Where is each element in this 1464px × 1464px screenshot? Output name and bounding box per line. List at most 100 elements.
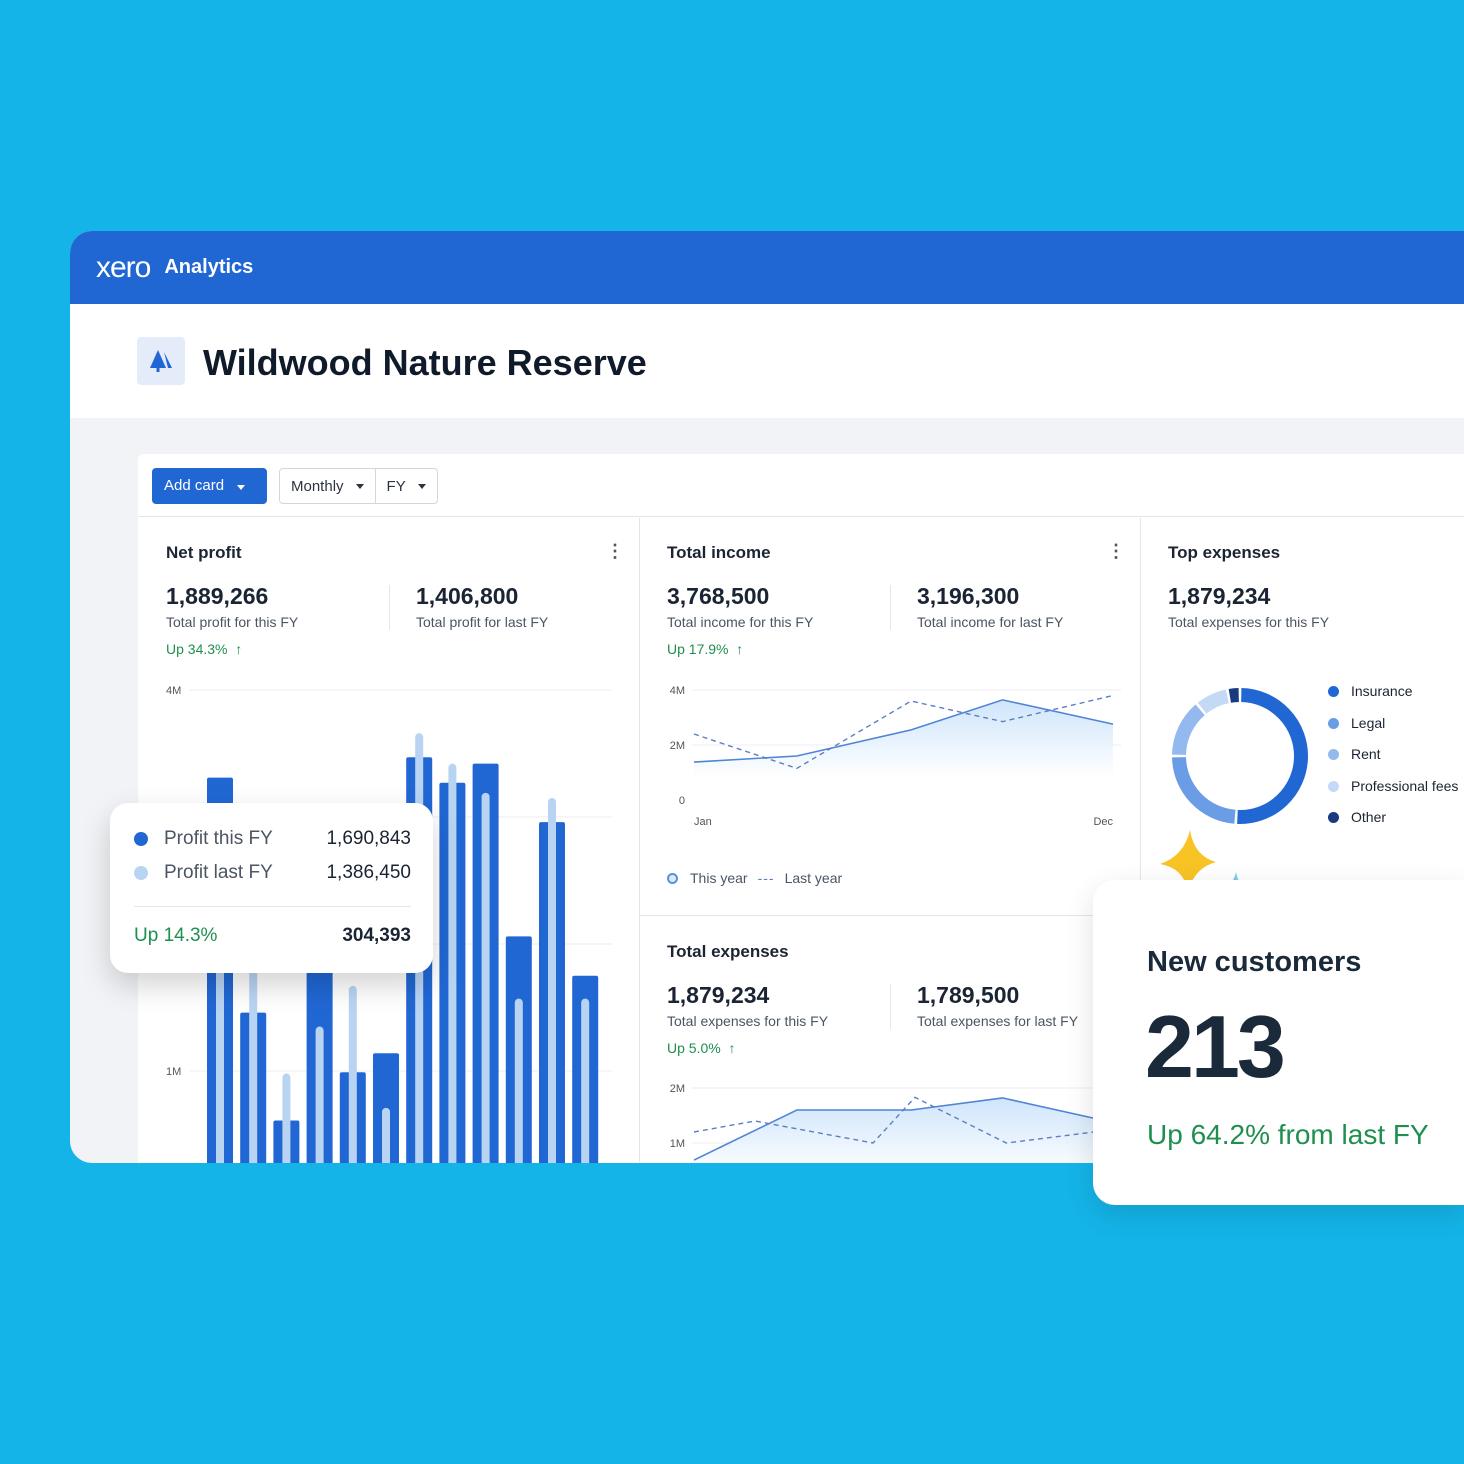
last-fy-dot-icon <box>134 865 148 880</box>
bar-last-fy <box>249 956 258 1163</box>
card-title: Total expenses <box>667 942 789 961</box>
donut-slice <box>1228 688 1239 703</box>
donut-slice <box>1197 689 1230 714</box>
legend-label: Legal <box>1351 714 1386 731</box>
bar-last-fy <box>382 1107 390 1163</box>
legend-this-year: This year <box>690 870 748 886</box>
this-fy-dot-icon <box>134 831 148 846</box>
period-label: Monthly <box>291 477 344 495</box>
divider <box>890 984 891 1029</box>
tooltip-diff: 304,393 <box>342 925 411 946</box>
tooltip-row-this-fy: Profit this FY 1,690,843 <box>134 828 411 850</box>
change-text: Up 34.3% <box>166 641 228 657</box>
period-selector: Monthly FY <box>279 468 438 504</box>
legend-dot-icon <box>1328 780 1339 792</box>
bar-last-fy <box>216 918 224 1163</box>
y-tick-label: 2M <box>670 740 685 752</box>
more-options-icon[interactable]: ⋮ <box>606 541 624 561</box>
last-fy-label: Total income for last FY <box>917 614 1064 630</box>
this-fy-label: Total income for this FY <box>667 614 814 630</box>
legend-dot-icon <box>1328 717 1339 729</box>
bar-last-fy <box>481 792 490 1163</box>
column-divider <box>1140 518 1141 1163</box>
divider <box>890 585 891 630</box>
income-legend: This year --- Last year <box>667 870 842 886</box>
this-fy-value: 1,889,266 <box>166 583 269 609</box>
change-text: Up 17.9% <box>667 641 729 657</box>
net-profit-bar-chart: 4M 1M <box>166 685 612 1163</box>
legend-item[interactable]: Professional fees <box>1328 777 1462 794</box>
change-badge: Up 17.9% ↑ <box>667 641 743 657</box>
chart-tooltip: Profit this FY 1,690,843 Profit last FY 1,… <box>110 803 433 973</box>
bar-last-fy <box>282 1073 291 1163</box>
arrow-up-icon: ↑ <box>724 1040 736 1056</box>
legend-label: Professional fees <box>1351 777 1459 794</box>
row-divider <box>640 915 1140 916</box>
tooltip-label: Profit this FY <box>164 828 273 849</box>
add-card-button[interactable]: Add card <box>152 468 267 504</box>
legend-last-year: Last year <box>784 870 843 886</box>
analytics-window: xero Analytics Wildwood Nature Reserve A… <box>70 231 1464 1163</box>
y-tick-label: 2M <box>670 1083 685 1095</box>
legend-dot-icon <box>1328 686 1339 697</box>
card-title: Net profit <box>166 543 242 562</box>
arrow-up-icon: ↑ <box>231 641 243 657</box>
add-card-label: Add card <box>164 477 225 494</box>
legend-dot-icon <box>1328 812 1339 823</box>
top-expenses-donut-chart <box>1172 688 1308 824</box>
tooltip-value: 1,690,843 <box>326 828 411 849</box>
legend-label: Other <box>1351 809 1387 825</box>
legend-item[interactable]: Legal <box>1328 714 1462 731</box>
tooltip-label: Profit last FY <box>164 862 273 883</box>
legend-item[interactable]: Other <box>1328 810 1462 825</box>
this-fy-value: 1,879,234 <box>667 982 770 1008</box>
bar-last-fy <box>548 797 556 1163</box>
expenses-line-chart: 2M 1M <box>670 1083 1121 1163</box>
dashed-line-icon: --- <box>757 870 775 886</box>
tooltip-value: 1,386,450 <box>326 862 411 883</box>
last-year-line <box>693 694 1114 770</box>
last-year-line <box>693 1096 1095 1144</box>
last-fy-value: 3,196,300 <box>917 583 1020 609</box>
x-tick-label: Jan <box>694 816 712 828</box>
donut-slice <box>1172 756 1236 824</box>
total-value: 1,879,234 <box>1168 583 1271 609</box>
app-name: Analytics <box>164 256 254 278</box>
column-divider <box>639 518 640 1163</box>
new-customers-card: New customers 213 Up 64.2% from last FY <box>1093 880 1464 1205</box>
more-options-icon[interactable]: ⋮ <box>1107 541 1125 561</box>
chevron-down-icon <box>355 483 364 489</box>
chevron-down-icon <box>236 485 245 490</box>
toolbar: Add card Monthly FY <box>138 454 1464 517</box>
divider <box>389 585 390 630</box>
page-title: Wildwood Nature Reserve <box>203 342 647 383</box>
range-dropdown[interactable]: FY <box>374 469 437 503</box>
arrow-up-icon: ↑ <box>732 641 744 657</box>
change-badge: Up 5.0% ↑ <box>667 1040 735 1056</box>
this-year-area <box>694 1097 1094 1163</box>
range-label: FY <box>386 477 406 495</box>
last-fy-label: Total profit for last FY <box>416 614 549 630</box>
card-title: Top expenses <box>1168 543 1281 562</box>
last-fy-value: 1,406,800 <box>416 583 519 609</box>
xero-logo[interactable]: xero <box>96 250 151 284</box>
bar-last-fy <box>448 763 457 1163</box>
legend-item[interactable]: Rent <box>1328 747 1462 762</box>
legend-label: Rent <box>1351 746 1381 762</box>
legend-item[interactable]: Insurance <box>1328 684 1462 699</box>
bar-last-fy <box>514 998 523 1163</box>
y-tick-label: 4M <box>670 685 685 697</box>
this-year-line <box>693 699 1114 763</box>
period-dropdown[interactable]: Monthly <box>280 469 375 503</box>
last-fy-value: 1,789,500 <box>917 982 1020 1008</box>
tooltip-change: Up 14.3% <box>134 925 218 946</box>
bar-last-fy <box>348 985 357 1163</box>
x-tick-label: Dec <box>1093 816 1113 828</box>
donut-slice <box>1172 704 1205 756</box>
legend-label: Insurance <box>1351 683 1413 699</box>
total-label: Total expenses for this FY <box>1168 614 1330 630</box>
org-titlebar: Wildwood Nature Reserve <box>70 304 1464 418</box>
this-year-marker-icon <box>667 872 678 884</box>
app-header: xero Analytics <box>70 231 1464 304</box>
customer-count: 213 <box>1145 997 1286 1096</box>
